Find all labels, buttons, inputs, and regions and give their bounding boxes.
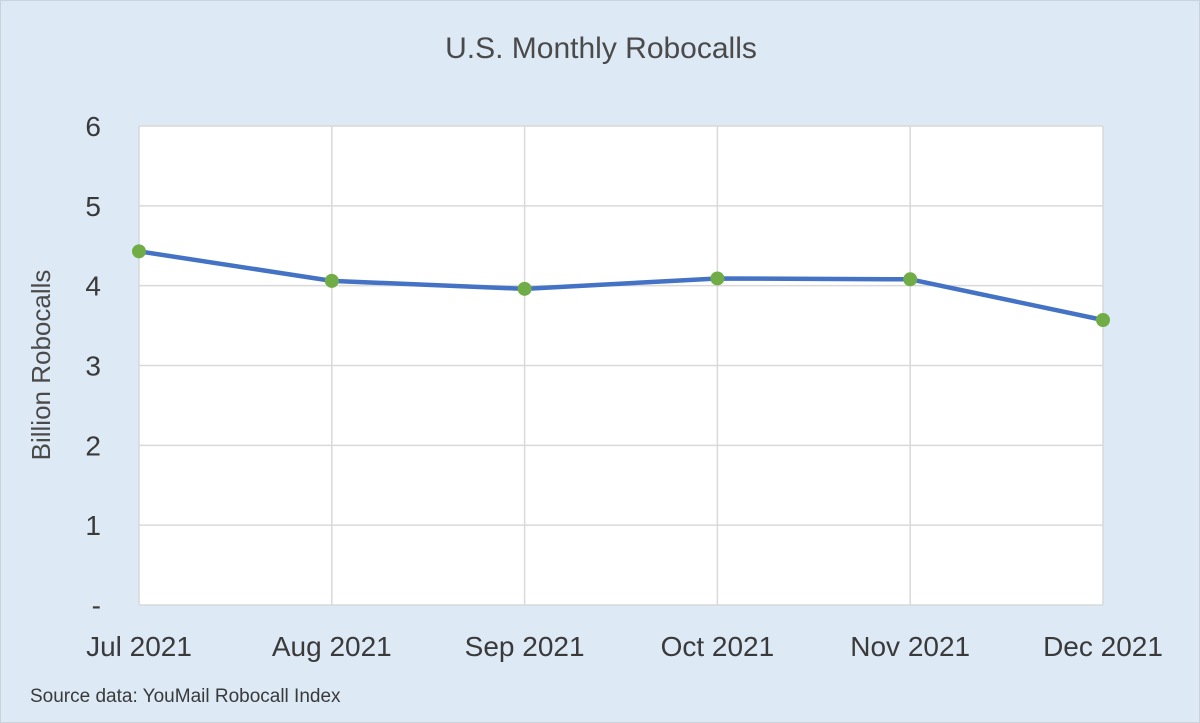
- x-tick-label: Sep 2021: [465, 631, 585, 662]
- data-point-jul-2021: [132, 244, 146, 259]
- data-point-sep-2021: [517, 281, 532, 296]
- marker-layer: [132, 244, 1110, 327]
- source-note: Source data: YouMail Robocall Index: [30, 686, 341, 707]
- line-layer: [136, 249, 1106, 323]
- y-tick-label: 4: [85, 271, 101, 302]
- x-tick-label: Aug 2021: [272, 631, 392, 662]
- grid-layer: [138, 125, 1104, 606]
- y-tick-label: 3: [85, 351, 101, 382]
- y-axis-title: Billion Robocalls: [26, 270, 56, 461]
- y-axis-ticks: - 1 2 3 4 5 6: [85, 111, 101, 621]
- x-tick-label: Oct 2021: [661, 631, 775, 662]
- x-tick-label: Dec 2021: [1043, 631, 1163, 662]
- x-axis-ticks: Jul 2021 Aug 2021 Sep 2021 Oct 2021 Nov 2021…: [86, 631, 1163, 662]
- x-tick-label: Jul 2021: [86, 631, 192, 662]
- data-point-nov-2021: [903, 272, 918, 287]
- data-point-aug-2021: [324, 273, 339, 288]
- y-tick-label: 5: [85, 191, 101, 222]
- y-tick-label: 2: [85, 430, 101, 461]
- chart-title: U.S. Monthly Robocalls: [445, 32, 757, 65]
- x-tick-label: Nov 2021: [850, 631, 970, 662]
- series-line: [136, 249, 1106, 323]
- data-point-dec-2021: [1096, 312, 1110, 327]
- y-tick-label: 1: [85, 510, 101, 541]
- y-tick-label: -: [92, 590, 101, 621]
- y-tick-label: 6: [85, 111, 101, 142]
- data-point-oct-2021: [710, 271, 725, 286]
